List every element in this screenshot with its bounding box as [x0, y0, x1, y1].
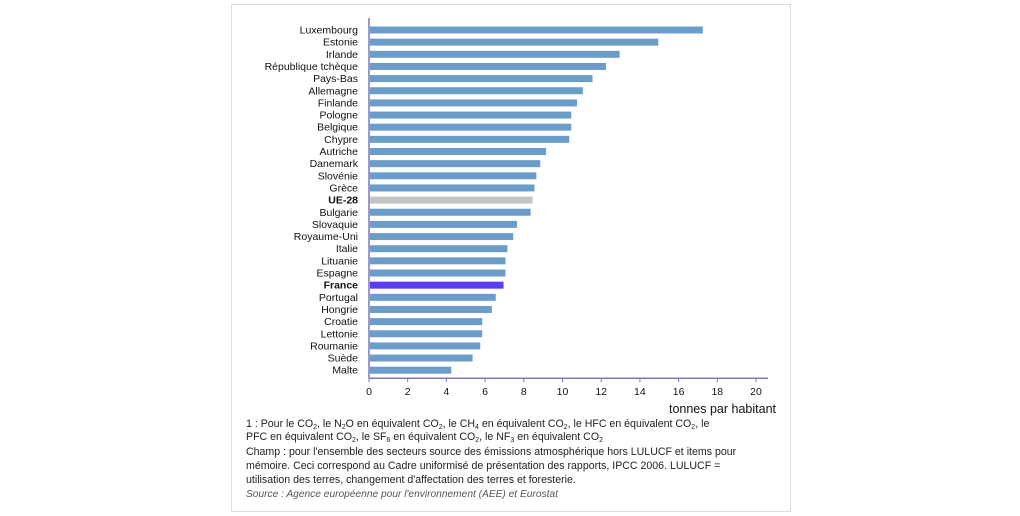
- bar-allemagne: [370, 87, 583, 95]
- category-label-portugal: Portugal: [319, 292, 358, 304]
- x-tick-label-0: 0: [366, 386, 372, 398]
- category-label-croatie: Croatie: [324, 316, 358, 328]
- category-label-hongrie: Hongrie: [321, 304, 358, 316]
- category-label-irlande: Irlande: [326, 49, 358, 61]
- bar-pologne: [370, 111, 572, 119]
- champ-note-line-3: utilisation des terres, changement d'aff…: [246, 474, 576, 486]
- category-label-lettonie: Lettonie: [321, 328, 359, 340]
- bar-croatie: [370, 318, 483, 326]
- category-label-luxembourg: Luxembourg: [300, 25, 359, 37]
- bar-malte: [370, 366, 452, 374]
- bar-italie: [370, 245, 508, 253]
- bar-estonie: [370, 38, 659, 46]
- source-note: Source : Agence européenne pour l'enviro…: [246, 489, 558, 500]
- bar-espagne: [370, 269, 506, 277]
- category-label-pays-bas: Pays-Bas: [313, 73, 358, 85]
- bar-hongrie: [370, 305, 492, 313]
- category-label-autriche: Autriche: [319, 146, 358, 158]
- x-tick-label-16: 16: [673, 386, 685, 398]
- category-label-danemark: Danemark: [310, 158, 359, 170]
- bar-autriche: [370, 148, 547, 155]
- bar-pays-bas: [370, 75, 593, 83]
- bar-suede: [370, 354, 473, 362]
- category-label-bulgarie: Bulgarie: [319, 207, 358, 219]
- category-label-suede: Suède: [328, 353, 359, 365]
- bar-danemark: [370, 160, 541, 168]
- category-label-pologne: Pologne: [319, 110, 358, 122]
- bar-lituanie: [370, 257, 506, 265]
- x-tick-label-4: 4: [443, 386, 449, 398]
- footnote-1-continued: PFC en équivalent CO2, le SF6 en équival…: [246, 431, 603, 444]
- x-tick-label-10: 10: [557, 386, 569, 398]
- category-label-italie: Italie: [336, 243, 358, 255]
- category-label-roumanie: Roumanie: [310, 340, 358, 352]
- bar-slovenie: [370, 172, 537, 180]
- category-label-royaume-uni: Royaume-Uni: [294, 231, 358, 243]
- category-label-lituanie: Lituanie: [321, 255, 358, 267]
- champ-note-line-1: Champ : pour l'ensemble des secteurs sou…: [246, 446, 737, 458]
- category-label-allemagne: Allemagne: [308, 85, 358, 97]
- category-label-republique-tcheque: République tchèque: [265, 61, 359, 73]
- bar-republique-tcheque: [370, 62, 607, 70]
- bar-belgique: [370, 123, 572, 131]
- category-label-slovaquie: Slovaquie: [312, 219, 358, 231]
- x-tick-label-12: 12: [595, 386, 607, 398]
- bar-luxembourg: [370, 26, 703, 34]
- x-tick-label-14: 14: [634, 386, 646, 398]
- category-label-slovenie: Slovénie: [318, 170, 358, 182]
- bar-ue-28: [370, 196, 533, 204]
- category-label-estonie: Estonie: [323, 37, 358, 49]
- bar-portugal: [370, 293, 496, 301]
- x-tick-label-8: 8: [521, 386, 527, 398]
- x-tick-label-2: 2: [405, 386, 411, 398]
- bar-finlande: [370, 99, 578, 107]
- bar-irlande: [370, 50, 620, 58]
- bar-slovaquie: [370, 220, 518, 228]
- category-label-malte: Malte: [332, 365, 358, 377]
- bar-roumanie: [370, 342, 481, 350]
- champ-note-line-2: mémoire. Ceci correspond au Cadre unifor…: [246, 460, 721, 472]
- bar-chypre: [370, 135, 570, 143]
- category-label-finlande: Finlande: [318, 97, 358, 109]
- category-label-espagne: Espagne: [317, 268, 359, 280]
- category-label-france: France: [324, 280, 359, 292]
- bar-lettonie: [370, 330, 483, 338]
- category-label-chypre: Chypre: [324, 134, 358, 146]
- bar-france: [370, 281, 504, 289]
- category-label-grece: Grèce: [329, 182, 358, 194]
- footnote-1: 1 : Pour le CO2, le N2O en équivalent CO…: [246, 418, 710, 431]
- category-label-ue-28: UE-28: [328, 195, 358, 207]
- x-tick-label-20: 20: [750, 386, 762, 398]
- bar-grece: [370, 184, 535, 192]
- x-axis-label: tonnes par habitant: [669, 402, 777, 416]
- category-label-belgique: Belgique: [317, 122, 358, 134]
- bar-royaume-uni: [370, 233, 514, 241]
- bar-bulgarie: [370, 208, 531, 216]
- x-tick-label-18: 18: [711, 386, 723, 398]
- x-tick-label-6: 6: [482, 386, 488, 398]
